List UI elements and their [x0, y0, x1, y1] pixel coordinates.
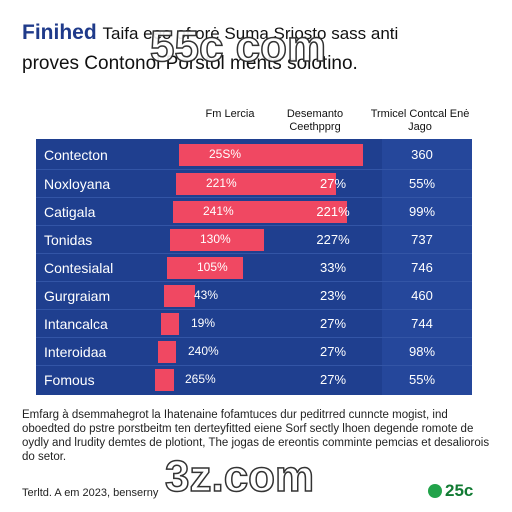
bar-value-label: 241%: [203, 204, 234, 218]
table-row: Fomous 265% 27% 55%: [36, 365, 472, 394]
page-subtitle: proves Contonol Porstol ments solotino.: [22, 53, 358, 74]
column-2-value: 33%: [319, 260, 347, 275]
column-3-panel: [382, 139, 472, 395]
table-row: Tonidas 130% 227% 737: [36, 225, 472, 254]
column-3-value: 460: [411, 288, 433, 303]
column-2-value: 27%: [319, 344, 347, 359]
category-label: Tonidas: [44, 232, 93, 248]
column-3-value: 98%: [408, 344, 436, 359]
title-lead: Finihed: [22, 21, 97, 44]
title-rest: Taifa eeo of orė Suma Sriosto sass anti: [102, 24, 399, 43]
badge-icon: [428, 484, 442, 498]
category-label: Intancalca: [44, 316, 108, 332]
category-label: Fomous: [44, 372, 95, 388]
table-row: Gurgraiam 43% 23% 460: [36, 281, 472, 310]
bar-value-label: 265%: [185, 372, 216, 386]
table-row: Catigala 241% 221% 99%: [36, 197, 472, 226]
source-line: Terltd. A em 2023, benserny: [22, 487, 159, 499]
bar-value-label: 105%: [197, 260, 228, 274]
table-row: Contecton 25S% 360: [36, 141, 472, 169]
category-label: Catigala: [44, 204, 96, 220]
brand-badge: 25c: [428, 481, 473, 501]
table-row: Intancalca 19% 27% 744: [36, 309, 472, 338]
bar: [170, 229, 264, 251]
column-3-value: 360: [411, 147, 433, 162]
category-label: Contecton: [44, 147, 108, 163]
bar-value-label: 240%: [188, 344, 219, 358]
column-3-value: 737: [411, 232, 433, 247]
watermark-bottom: 3z.com: [164, 451, 315, 502]
category-label: Gurgraiam: [44, 288, 111, 304]
watermark-top: 55c com: [149, 21, 327, 72]
bar: [173, 201, 347, 223]
column-header-3: Trmicel Contcal Enė Jago: [370, 108, 470, 133]
column-3-value: 55%: [408, 176, 436, 191]
table-row: Noxloyana 221% 27% 55%: [36, 169, 472, 198]
bar: [161, 313, 179, 335]
title-block: Finihed Taifa eeo of orė Suma Sriosto sa…: [22, 20, 502, 77]
column-2-value: 27%: [319, 176, 347, 191]
column-2-value: 27%: [319, 316, 347, 331]
bar: [167, 257, 243, 279]
category-label: Noxloyana: [44, 176, 111, 192]
bar-value-label: 130%: [200, 232, 231, 246]
bar-value-label: 19%: [191, 316, 216, 330]
footnote: Emfarg à dsemmahegrot la Ihatenaine fofa…: [22, 409, 490, 463]
badge-label: 25c: [445, 481, 474, 500]
bar: [176, 173, 336, 195]
data-table: Contecton 25S% 360 Noxloyana 221% 27% 55% Catig…: [36, 139, 472, 395]
column-header-2: Desemanto Ceethpprg: [286, 108, 344, 133]
table-row: Contesialal 105% 33% 746: [36, 253, 472, 282]
bar-value-label: 43%: [194, 288, 219, 302]
column-header-1: Fm Lercia: [205, 108, 255, 120]
column-2-value: 27%: [319, 372, 347, 387]
column-3-value: 55%: [408, 372, 436, 387]
category-label: Contesialal: [44, 260, 114, 276]
column-3-value: 744: [411, 316, 433, 331]
bar: [164, 285, 195, 307]
column-2-value: 221%: [316, 204, 350, 219]
column-3-value: 746: [411, 260, 433, 275]
column-2-value: 23%: [319, 288, 347, 303]
bar: [179, 144, 363, 166]
column-2-value: 227%: [316, 232, 350, 247]
bar-value-label: 25S%: [209, 147, 242, 161]
bar: [158, 341, 176, 363]
category-label: Interoidaa: [44, 344, 107, 360]
column-3-value: 99%: [408, 204, 436, 219]
bar-value-label: 221%: [206, 176, 237, 190]
table-row: Interoidaa 240% 27% 98%: [36, 337, 472, 366]
page-title: Finihed Taifa eeo of orė Suma Sriosto sa…: [22, 20, 502, 47]
bar: [155, 369, 174, 391]
